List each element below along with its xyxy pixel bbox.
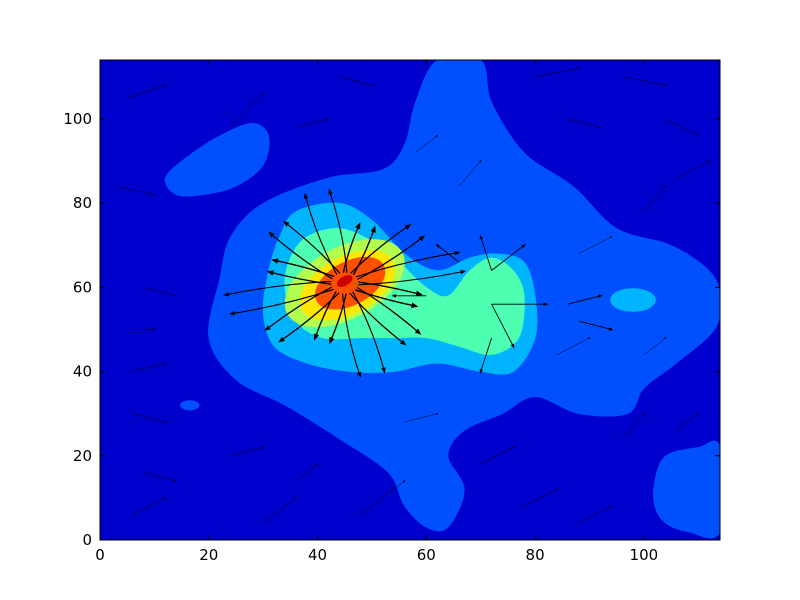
streamline	[356, 286, 422, 335]
contour-level-1-island	[164, 122, 270, 197]
x-tick-label: 80	[526, 546, 545, 564]
y-axis: 0 20 40 60 80 100	[63, 110, 720, 549]
contour-level-1-island	[653, 440, 720, 539]
secondary-streamline	[578, 320, 614, 331]
x-tick-label: 100	[630, 546, 659, 564]
streamline	[266, 270, 332, 285]
secondary-streamline	[491, 243, 526, 271]
background-streamline	[143, 287, 178, 297]
secondary-streamline	[479, 234, 493, 271]
background-streamline	[295, 463, 319, 482]
x-tick-label: 0	[95, 546, 105, 564]
streamline	[283, 220, 341, 274]
background-streamline	[132, 497, 167, 515]
secondary-streamline	[479, 337, 493, 374]
streamline	[329, 293, 347, 345]
streamline	[358, 269, 467, 286]
background-streamline	[458, 160, 482, 187]
y-tick-label: 100	[63, 110, 92, 128]
streamline	[358, 281, 423, 296]
streamline	[357, 235, 426, 280]
streamline	[328, 188, 348, 273]
streamline	[352, 225, 376, 276]
streamline	[303, 192, 338, 275]
streamline	[352, 291, 386, 374]
streamline	[278, 292, 340, 343]
background-streamline	[132, 413, 167, 423]
y-tick-label: 40	[73, 363, 92, 381]
background-streamline	[556, 337, 591, 355]
background-streamline	[567, 118, 602, 129]
background-streamline	[295, 118, 330, 128]
background-streamline	[480, 446, 515, 465]
streamline	[355, 250, 461, 278]
background-streamline	[676, 412, 700, 431]
background-streamline	[578, 505, 613, 524]
streamline	[313, 290, 337, 341]
background-streamline	[263, 497, 297, 524]
y-tick-label: 0	[82, 531, 92, 549]
streamline	[349, 292, 407, 346]
background-streamline	[230, 446, 265, 457]
streamline	[264, 286, 333, 331]
background-streamline	[578, 236, 613, 254]
contour-level-8	[336, 275, 353, 287]
streamline	[355, 289, 419, 308]
x-tick-label: 20	[199, 546, 218, 564]
background-streamline	[132, 362, 167, 372]
x-tick-label: 60	[417, 546, 436, 564]
background-streamline	[339, 76, 374, 86]
streamline	[349, 223, 412, 275]
plot-area	[100, 60, 720, 540]
secondary-streamline	[567, 294, 603, 305]
y-tick-label: 60	[73, 278, 92, 296]
y-tick-label: 80	[73, 194, 92, 212]
secondary-streamline	[491, 304, 515, 349]
streamline	[228, 288, 334, 316]
contour-level-1-island	[179, 400, 200, 411]
background-streamline	[621, 412, 645, 440]
streamline	[271, 258, 335, 278]
streamline	[341, 293, 362, 378]
background-streamline	[622, 76, 667, 87]
background-streamline	[665, 118, 700, 137]
background-streamline	[676, 160, 711, 179]
background-streamline	[415, 135, 439, 153]
background-streamline	[404, 413, 439, 423]
background-streamline	[524, 488, 558, 507]
secondary-streamline	[435, 243, 460, 263]
background-streamline	[360, 480, 406, 515]
y-tick-label: 20	[73, 447, 92, 465]
x-axis: 0 20 40 60 80 100	[95, 60, 658, 564]
streamlines	[116, 67, 711, 524]
background-streamline	[116, 186, 156, 196]
contour-fills	[100, 60, 720, 540]
background-streamline	[143, 472, 178, 482]
contour-level-2-east	[610, 288, 656, 312]
streamline	[268, 231, 333, 280]
background-streamline	[230, 92, 265, 128]
background-streamline	[643, 185, 667, 212]
streamline	[342, 222, 361, 273]
x-tick-label: 40	[308, 546, 327, 564]
background-streamline	[643, 337, 667, 355]
plot-frame	[99, 59, 721, 541]
background-streamline	[535, 67, 580, 78]
background-streamline	[127, 84, 167, 99]
